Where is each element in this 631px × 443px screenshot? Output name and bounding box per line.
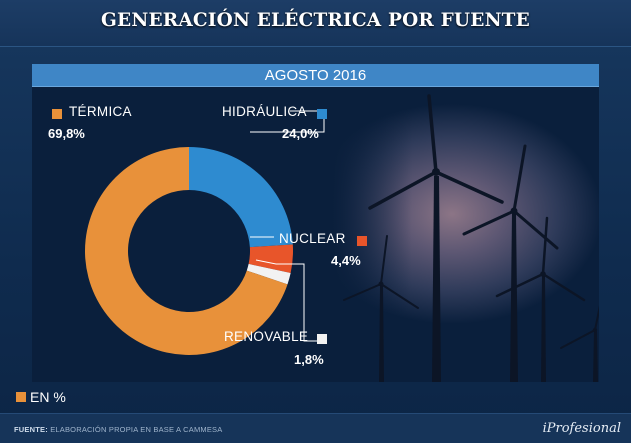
subtitle-bar: AGOSTO 2016 <box>32 64 599 87</box>
legend-square-renovable <box>317 334 327 344</box>
value-nuclear: 4,4% <box>331 253 361 268</box>
source-text: ELABORACIÓN PROPIA EN BASE A CAMMESA <box>50 425 223 434</box>
source-label: FUENTE: <box>14 425 48 434</box>
chart-title: GENERACIÓN ELÉCTRICA POR FUENTE <box>101 10 530 31</box>
label-nuclear: NUCLEAR <box>279 231 346 246</box>
slice-nuclear <box>248 244 293 274</box>
leader-line-hidraulica <box>250 110 325 133</box>
label-renovable: RENOVABLE <box>224 329 309 344</box>
value-hidraulica: 24,0% <box>282 126 319 141</box>
unit-square <box>16 392 26 402</box>
slice-termica <box>85 147 288 355</box>
legend-square-hidraulica <box>317 109 327 119</box>
photo-fade <box>332 64 412 382</box>
source-note: FUENTE: ELABORACIÓN PROPIA EN BASE A CAM… <box>14 425 222 434</box>
chart-subtitle: AGOSTO 2016 <box>264 67 367 84</box>
title-bar: GENERACIÓN ELÉCTRICA POR FUENTE <box>0 0 631 47</box>
chart-panel: AGOSTO 2016 TÉRMICA 69,8% HIDRÁULICA 24,… <box>32 64 599 382</box>
value-renovable: 1,8% <box>294 352 324 367</box>
donut-chart <box>85 110 325 355</box>
slice-renovable <box>246 263 291 285</box>
slice-hidraulica <box>189 147 293 248</box>
label-hidraulica: HIDRÁULICA <box>222 104 307 119</box>
legend-square-termica <box>52 109 62 119</box>
label-termica: TÉRMICA <box>69 104 132 119</box>
value-termica: 69,8% <box>48 126 85 141</box>
brand-logo: iProfesional <box>542 421 621 436</box>
footer: FUENTE: ELABORACIÓN PROPIA EN BASE A CAM… <box>0 413 631 443</box>
unit-note: EN % <box>30 389 66 405</box>
leader-line-renovable <box>255 259 322 342</box>
legend-square-nuclear <box>357 236 367 246</box>
wind-turbines-photo <box>343 94 599 382</box>
